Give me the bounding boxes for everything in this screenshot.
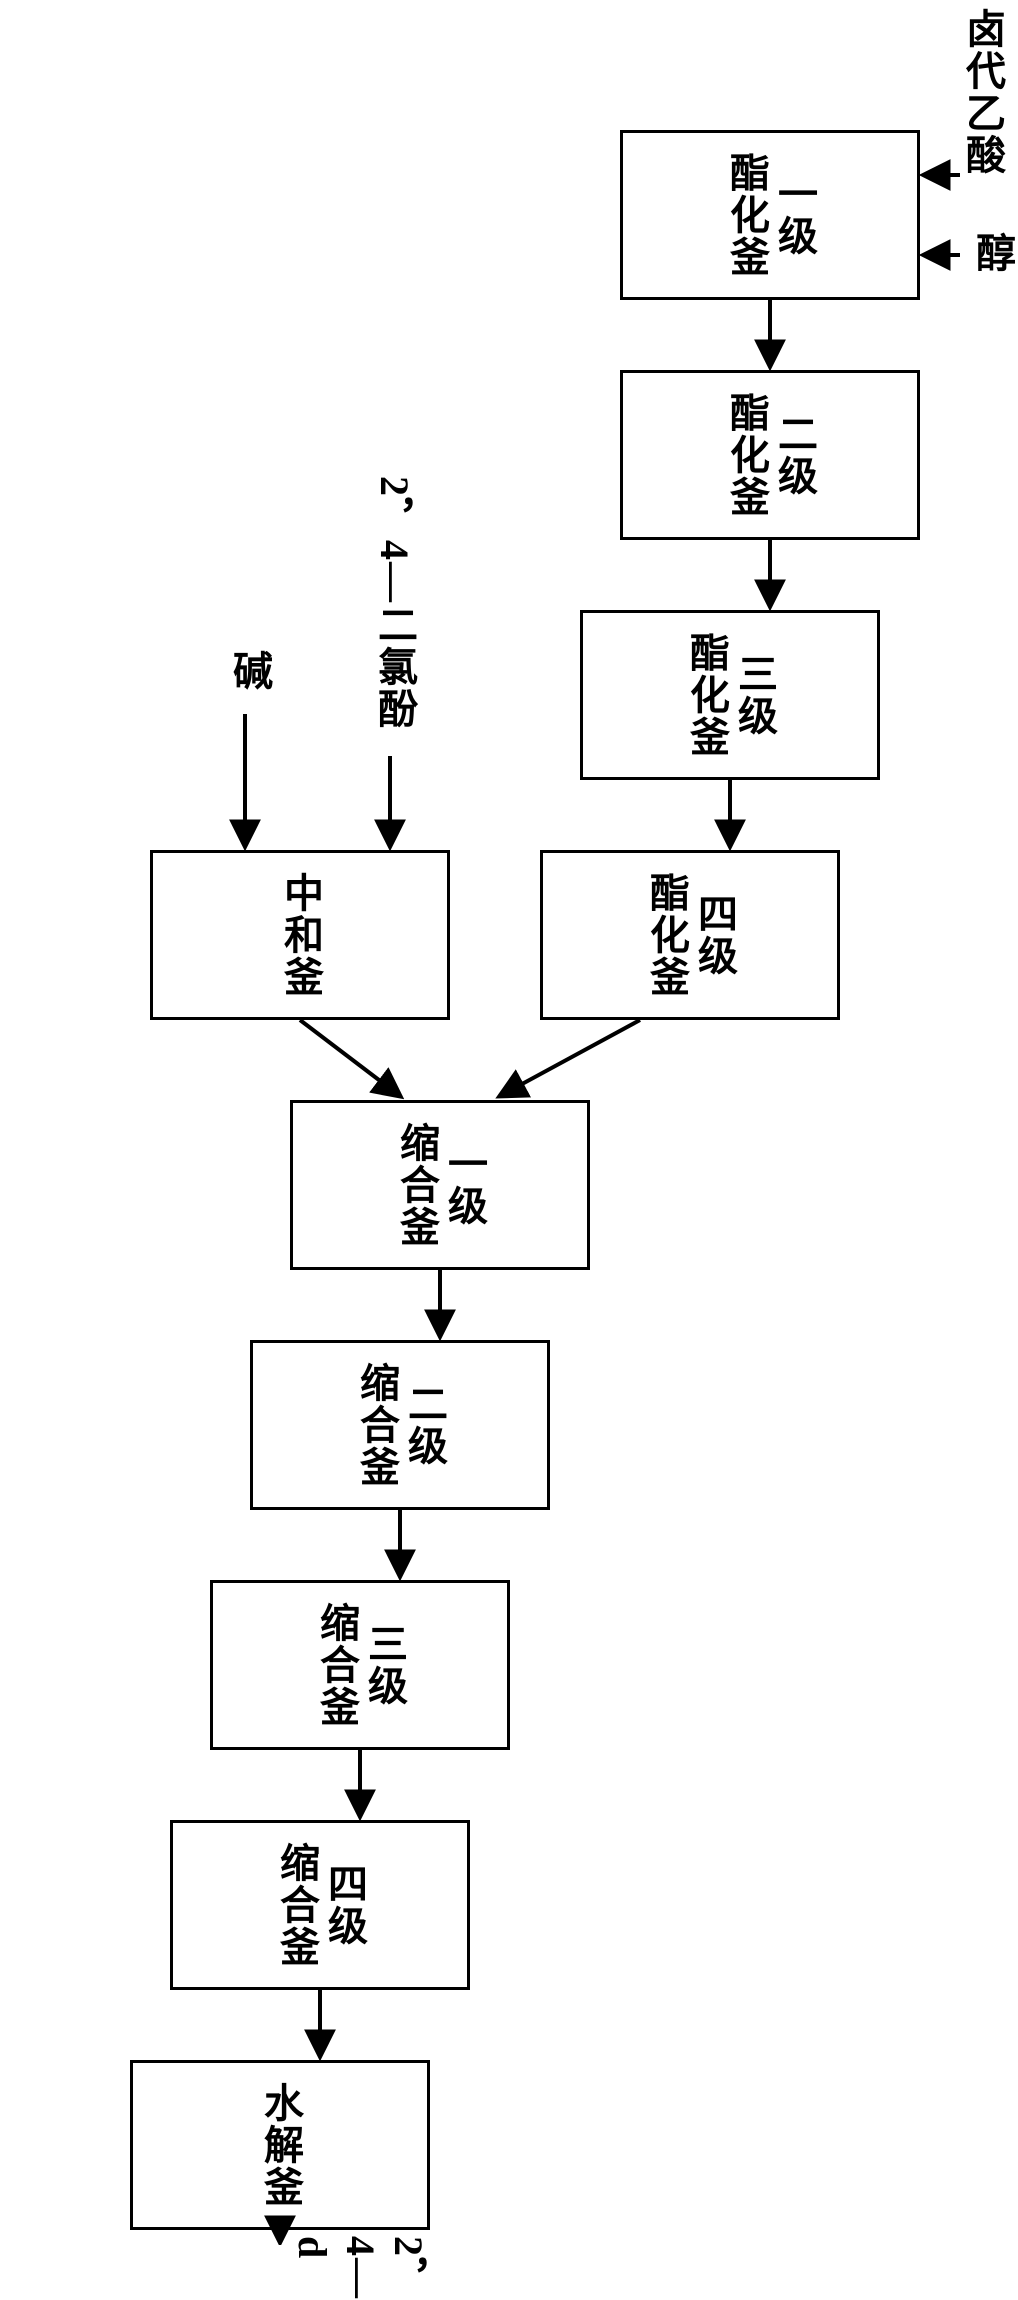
output-label: 2，4—d xyxy=(288,2236,432,2300)
node-con2: 二级缩合釜 xyxy=(250,1340,550,1510)
node-con3-label: 三级缩合釜 xyxy=(312,1583,408,1747)
input-base-label: 碱 xyxy=(225,650,273,692)
node-est4-label: 四级酯化釜 xyxy=(642,853,738,1017)
node-neut-label: 中和釜 xyxy=(276,872,324,998)
node-est2-label: 二级酯化釜 xyxy=(722,373,818,537)
node-est1: 一级酯化釜 xyxy=(620,130,920,300)
node-con2-label: 二级缩合釜 xyxy=(352,1343,448,1507)
node-est3-label: 三级酯化釜 xyxy=(682,613,778,777)
node-con3: 三级缩合釜 xyxy=(210,1580,510,1750)
input-phenol-label: 2，4—二氯酚 xyxy=(370,476,418,730)
node-con1-label: 一级缩合釜 xyxy=(392,1103,488,1267)
node-con1: 一级缩合釜 xyxy=(290,1100,590,1270)
edge-est4-con1 xyxy=(500,1020,640,1096)
node-con4: 四级缩合釜 xyxy=(170,1820,470,1990)
input-acid-label: 卤代乙酸 xyxy=(958,8,1006,176)
input-alcohol-label: 醇 xyxy=(968,232,1016,274)
node-neut: 中和釜 xyxy=(150,850,450,1020)
node-est1-label: 一级酯化釜 xyxy=(722,133,818,297)
node-est3: 三级酯化釜 xyxy=(580,610,880,780)
flowchart-canvas: 一级酯化釜 二级酯化釜 三级酯化釜 四级酯化釜 中和釜 一级缩合釜 二级缩合釜 … xyxy=(0,0,1018,2245)
edge-neut-con1 xyxy=(300,1020,400,1096)
node-hydr-label: 水解釜 xyxy=(256,2082,304,2208)
node-con4-label: 四级缩合釜 xyxy=(272,1823,368,1987)
node-est4: 四级酯化釜 xyxy=(540,850,840,1020)
node-hydr: 水解釜 xyxy=(130,2060,430,2230)
node-est2: 二级酯化釜 xyxy=(620,370,920,540)
